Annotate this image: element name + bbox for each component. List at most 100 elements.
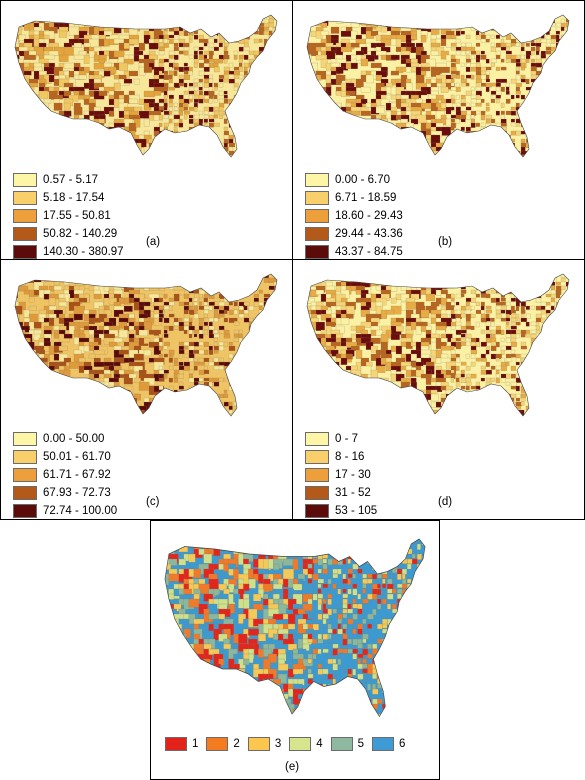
county-cell — [301, 19, 306, 27]
county-cell — [208, 18, 214, 23]
county-cell — [273, 15, 277, 16]
county-cell — [228, 405, 233, 410]
county-cell — [415, 409, 425, 416]
county-cell — [233, 106, 240, 112]
county-cell — [435, 274, 442, 277]
county-cell — [412, 603, 417, 611]
county-cell — [357, 543, 362, 549]
county-cell — [380, 381, 391, 391]
county-cell — [505, 321, 510, 326]
county-cell — [397, 539, 403, 544]
county-cell — [520, 313, 525, 318]
county-cell — [218, 357, 224, 363]
county-cell — [400, 18, 410, 24]
county-cell — [143, 15, 153, 17]
county-cell — [545, 357, 551, 364]
county-cell — [520, 42, 525, 47]
county-cell — [480, 301, 485, 307]
county-cell — [330, 373, 338, 383]
county-cell — [307, 90, 313, 99]
county-cell — [248, 58, 254, 63]
county-cell — [208, 361, 215, 366]
county-cell — [198, 361, 205, 366]
county-cell — [525, 98, 532, 103]
county-cell — [15, 142, 20, 151]
county-cell — [340, 118, 347, 125]
county-cell — [208, 603, 218, 614]
county-cell — [248, 98, 253, 103]
county-cell — [367, 593, 373, 600]
county-cell — [325, 397, 333, 403]
county-cell — [233, 381, 241, 386]
county-cell — [248, 369, 255, 375]
county-cell — [565, 110, 569, 115]
county-cell — [173, 397, 180, 403]
county-cell — [450, 58, 457, 63]
county-cell — [550, 329, 555, 335]
legend-swatch — [13, 450, 37, 464]
county-cell — [385, 15, 393, 18]
county-cell — [198, 341, 204, 346]
county-cell — [325, 274, 338, 279]
county-cell — [550, 285, 556, 291]
county-cell — [307, 274, 308, 279]
county-cell — [500, 357, 505, 363]
county-cell — [571, 286, 575, 290]
county-cell — [53, 405, 64, 413]
county-cell — [341, 418, 349, 424]
county-cell — [23, 102, 30, 112]
county-cell — [264, 418, 269, 421]
county-cell — [550, 138, 555, 143]
county-cell — [33, 134, 40, 144]
county-cell — [445, 15, 452, 19]
county-cell — [203, 15, 208, 19]
county-cell — [540, 82, 546, 88]
county-cell — [320, 361, 332, 367]
county-cell — [118, 409, 128, 416]
county-cell — [203, 106, 210, 112]
county-cell — [48, 122, 59, 132]
county-cell — [258, 54, 264, 60]
county-cell — [208, 281, 214, 286]
county-cell — [505, 333, 511, 338]
county-cell — [282, 539, 293, 541]
county-cell — [43, 54, 55, 60]
county-cell — [475, 401, 480, 406]
county-cell — [515, 74, 521, 81]
county-cell — [480, 405, 486, 411]
county-cell — [465, 82, 470, 87]
county-cell — [475, 66, 482, 71]
county-cell — [555, 365, 561, 371]
county-cell — [263, 277, 270, 283]
county-cell — [83, 66, 90, 73]
county-cell — [188, 377, 195, 383]
county-cell — [178, 385, 184, 390]
county-cell — [565, 90, 569, 95]
county-cell — [421, 593, 426, 600]
county-cell — [505, 329, 512, 335]
county-cell — [410, 18, 421, 27]
county-cell — [435, 277, 447, 287]
county-cell — [307, 297, 315, 304]
county-cell — [505, 50, 512, 55]
county-cell — [263, 30, 270, 35]
county-cell — [23, 405, 31, 413]
county-cell — [158, 46, 165, 52]
county-cell — [535, 50, 540, 55]
county-cell — [500, 365, 507, 371]
county-cell — [380, 353, 392, 359]
county-cell — [164, 608, 171, 619]
legend-label: 0.57 - 5.17 — [43, 174, 98, 186]
county-cell — [174, 11, 179, 15]
map-panel-c: 0.00 - 50.00 50.01 - 61.70 61.71 - 67.92… — [0, 259, 293, 520]
county-cell — [174, 418, 179, 423]
county-cell — [218, 361, 225, 366]
county-cell — [313, 534, 316, 538]
county-cell — [208, 285, 215, 290]
county-cell — [219, 418, 222, 422]
county-cell — [173, 102, 178, 107]
county-cell — [307, 106, 315, 115]
county-cell — [550, 357, 558, 363]
legend-item: 6.71 - 18.59 — [305, 189, 403, 207]
county-cell — [83, 277, 92, 286]
